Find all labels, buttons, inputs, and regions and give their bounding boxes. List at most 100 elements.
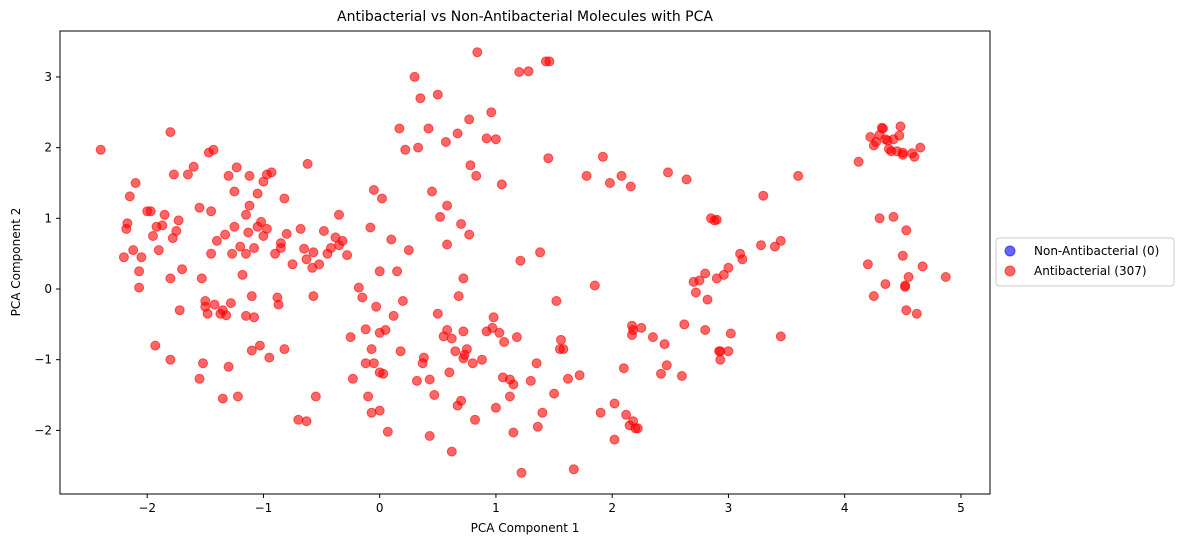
y-tick-label: 0 — [44, 282, 52, 296]
scatter-point — [700, 325, 711, 335]
scatter-point — [243, 227, 254, 238]
scatter-point — [382, 426, 393, 437]
scatter-point — [310, 391, 321, 402]
scatter-point — [609, 398, 620, 409]
scatter-point — [165, 354, 176, 365]
points-layer — [95, 47, 951, 478]
scatter-point — [150, 340, 161, 351]
scatter-point — [464, 229, 475, 240]
scatter-point — [450, 346, 461, 357]
scatter-point — [173, 215, 184, 226]
scatter-point — [378, 368, 389, 379]
scatter-point — [153, 245, 164, 256]
scatter-point — [411, 375, 422, 386]
scatter-point — [656, 368, 666, 379]
x-tick-label: 3 — [725, 501, 733, 515]
scatter-point — [374, 266, 385, 277]
scatter-point — [461, 344, 472, 355]
scatter-point — [532, 421, 543, 432]
scatter-point — [616, 170, 627, 181]
scatter-point — [235, 241, 246, 252]
scatter-point — [281, 228, 292, 239]
scatter-point — [574, 370, 585, 381]
scatter-point — [165, 273, 176, 284]
scatter-point — [388, 310, 399, 321]
scatter-point — [386, 234, 397, 245]
scatter-point — [487, 322, 498, 333]
scatter-point — [357, 292, 368, 303]
scatter-point — [514, 67, 525, 77]
scatter-point — [563, 373, 573, 384]
y-axis-label: PCA Component 2 — [9, 208, 23, 317]
scatter-point — [486, 107, 497, 118]
scatter-point — [241, 209, 251, 220]
scatter-point — [394, 123, 405, 134]
scatter-point — [148, 231, 158, 241]
scatter-point — [206, 206, 217, 217]
scatter-point — [293, 414, 304, 425]
scatter-point — [679, 319, 690, 330]
x-tick-label: 5 — [957, 501, 965, 515]
scatter-point — [442, 239, 453, 250]
scatter-point — [718, 269, 729, 280]
scatter-point — [403, 245, 414, 256]
scatter-point — [556, 334, 566, 345]
scatter-point — [490, 402, 501, 413]
scatter-point — [188, 161, 199, 172]
scatter-point — [636, 322, 647, 333]
scatter-point — [464, 114, 475, 125]
scatter-point — [456, 219, 467, 229]
x-tick-label: 4 — [841, 501, 849, 515]
scatter-point — [481, 133, 492, 144]
scatter-point — [909, 151, 920, 162]
scatter-point — [273, 299, 284, 310]
scatter-point — [252, 188, 263, 199]
scatter-point — [632, 423, 643, 434]
scatter-point — [413, 142, 424, 153]
scatter-point — [903, 272, 914, 282]
scatter-point — [604, 178, 615, 188]
scatter-point — [225, 298, 236, 309]
scatter-point — [516, 467, 527, 478]
scatter-point — [915, 142, 926, 153]
scatter-point — [723, 262, 734, 273]
scatter-point — [597, 151, 608, 162]
scatter-point — [334, 209, 344, 220]
scatter-point — [581, 170, 592, 181]
scatter-point — [625, 181, 636, 192]
scatter-point — [223, 361, 234, 372]
scatter-point — [264, 352, 275, 363]
y-tick-label: −2 — [34, 423, 52, 437]
scatter-point — [365, 222, 376, 233]
scatter-point — [196, 273, 207, 284]
scatter-point — [208, 144, 219, 155]
scatter-point — [477, 354, 487, 365]
scatter-point — [223, 170, 234, 181]
scatter-point — [374, 405, 385, 416]
scatter-point — [568, 464, 579, 475]
scatter-point — [256, 216, 267, 227]
scatter-point — [145, 206, 156, 217]
scatter-point — [432, 89, 443, 100]
scatter-point — [894, 130, 905, 141]
legend-label-non-antibacterial: Non-Antibacterial (0) — [1034, 244, 1159, 258]
scatter-point — [368, 185, 379, 195]
scatter-point — [231, 162, 242, 173]
scatter-point — [380, 325, 391, 335]
scatter-point — [911, 308, 922, 319]
scatter-point — [440, 137, 451, 147]
x-tick-label: 2 — [608, 501, 616, 515]
scatter-point — [690, 287, 701, 298]
scatter-point — [711, 214, 722, 225]
chart-title: Antibacterial vs Non-Antibacterial Molec… — [337, 9, 713, 25]
scatter-point — [465, 160, 476, 171]
scatter-point — [194, 373, 205, 384]
scatter-point — [627, 330, 637, 340]
scatter-point — [515, 255, 526, 266]
scatter-point — [194, 202, 205, 213]
scatter-point — [134, 282, 145, 293]
scatter-point — [275, 243, 286, 253]
scatter-point — [241, 310, 251, 321]
scatter-point — [395, 346, 406, 357]
scatter-point — [442, 325, 453, 335]
